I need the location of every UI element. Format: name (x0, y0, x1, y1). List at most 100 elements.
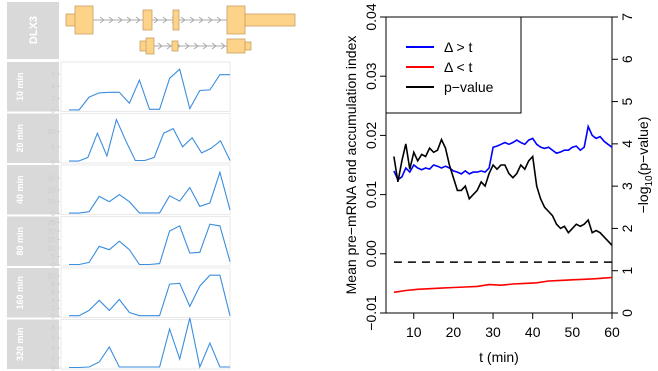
y-tick-label: 25 (47, 220, 55, 227)
expression-line (69, 117, 231, 162)
y-tick-label: 20 (47, 187, 55, 194)
y2-tick-label: 6 (619, 55, 635, 63)
y-tick-label: 2 (51, 356, 55, 363)
x-tick-label: 20 (446, 324, 462, 340)
y-tick-label: 8 (51, 326, 55, 333)
y-tick-label: 0.00 (363, 240, 379, 267)
y-tick-label: 30 (47, 176, 55, 183)
x-tick-label: 10 (406, 324, 422, 340)
y-tick-label: 0 (51, 211, 55, 218)
track-label: 320 min (15, 327, 25, 361)
track-label: 80 min (15, 227, 25, 256)
track-label-box (7, 165, 59, 215)
y-tick-label: 6 (51, 336, 55, 343)
y-tick-label: 4 (51, 84, 55, 91)
y-tick-label: 0 (51, 366, 55, 371)
exon (244, 41, 252, 51)
exon (172, 9, 180, 31)
strand-arrow (189, 16, 195, 24)
strand-arrow (193, 42, 199, 50)
strand-arrow (202, 42, 208, 50)
strand-arrow (166, 42, 172, 50)
track-label-box (7, 62, 59, 112)
track-label-box (7, 113, 59, 163)
strand-arrow (220, 42, 226, 50)
legend-label: Δ > t (444, 39, 473, 55)
track-label: 40 min (15, 175, 25, 204)
y2-tick-label: 2 (619, 224, 635, 232)
expression-line (69, 317, 230, 369)
y2-tick-label: 3 (619, 182, 635, 190)
expression-track-0: 10 min 0 2 4 6 (7, 61, 231, 115)
accumulation-chart: −0.01 0.00 0.01 0.02 0.03 0.04 0 1 2 3 4 5 6 7 10 20 30 4… (343, 3, 655, 365)
y-tick-label: 6 (51, 290, 55, 297)
y-tick-label: 0 (51, 160, 55, 167)
strand-arrow (117, 16, 123, 24)
series-line-1 (393, 276, 613, 294)
y-tick-label: 0.02 (363, 122, 379, 149)
expression-line (69, 170, 231, 214)
x-tick-label: 50 (565, 324, 581, 340)
y-tick-label: 4 (51, 346, 55, 353)
track-label-box (7, 319, 59, 369)
track-label: 20 min (15, 124, 25, 153)
strand-arrow (135, 16, 141, 24)
legend: Δ > t Δ < t p−value (385, 16, 522, 114)
y-tick-label: 0 (51, 108, 55, 115)
exon (142, 9, 153, 31)
y-tick-label: 0 (51, 263, 55, 270)
track-frame (60, 113, 231, 164)
track-label: 160 min (15, 276, 25, 310)
strand-arrow (126, 16, 132, 24)
y-tick-label: 10 (47, 199, 55, 206)
expression-track-2: 40 min 0 10 20 30 (7, 164, 231, 218)
legend-label: p−value (444, 79, 494, 95)
strand-arrow (207, 16, 213, 24)
y-tick-label: 5 (51, 144, 55, 151)
y-tick-label: 0.01 (363, 181, 379, 208)
x-axis-label: t (min) (479, 349, 519, 365)
exon (145, 37, 155, 55)
strand-arrow (162, 16, 168, 24)
x-tick-label: 30 (485, 324, 501, 340)
x-tick-label: 40 (525, 324, 541, 340)
y-tick-label: −0.01 (363, 295, 379, 331)
track-frame (60, 216, 231, 267)
y-tick-label: 0.03 (363, 62, 379, 89)
y-tick-label: 15 (47, 237, 55, 244)
strand-arrow (153, 16, 159, 24)
y-tick-label: 5 (51, 254, 55, 261)
y-tick-label: 20 (47, 229, 55, 236)
strand-arrow (108, 16, 114, 24)
y2-tick-label: 5 (619, 97, 635, 105)
track-label: 10 min (15, 72, 25, 101)
legend-box (385, 16, 522, 114)
y-tick-label: 10 (47, 246, 55, 253)
y-tick-label: 0 (51, 314, 55, 321)
gene-model (65, 5, 296, 55)
track-frame (60, 61, 231, 112)
expression-line (69, 274, 231, 317)
y-tick-label: 8 (51, 282, 55, 289)
y-tick-label: 10 (47, 274, 55, 281)
strand-arrow (157, 42, 163, 50)
exon (226, 5, 246, 35)
exon (171, 40, 179, 52)
y-tick-label: 0.04 (363, 3, 379, 30)
y2-tick-label: 7 (619, 13, 635, 21)
x-tick-label: 60 (604, 324, 620, 340)
track-frame (60, 267, 231, 318)
y2-axis-label: −log10(p−value) (635, 117, 655, 214)
y-axis-label: Mean pre−mRNA end accumulation index (343, 36, 359, 295)
strand-arrow (198, 16, 204, 24)
y-tick-label: 6 (51, 72, 55, 79)
track-frame (60, 319, 231, 370)
strand-arrow (180, 16, 186, 24)
legend-label: Δ < t (444, 59, 473, 75)
y-tick-label: 2 (51, 96, 55, 103)
gene-label: DLX3 (28, 16, 40, 44)
strand-arrow (99, 16, 105, 24)
